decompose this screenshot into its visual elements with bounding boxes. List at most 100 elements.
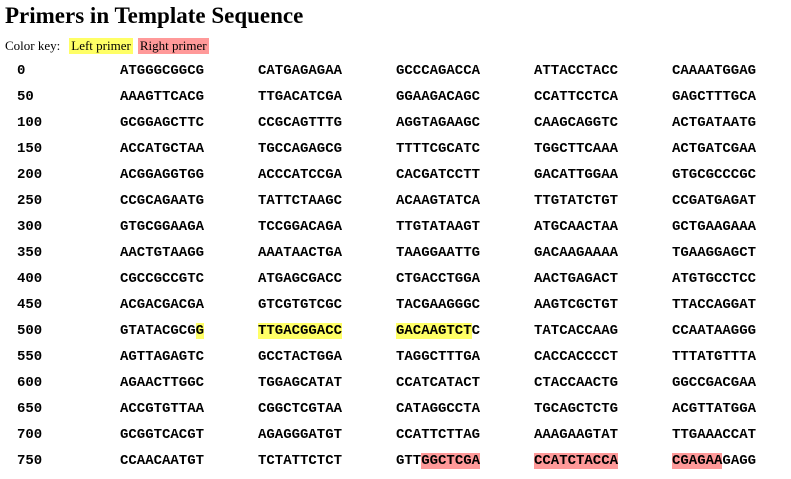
sequence-block-chunk: AACTGTAAGG [120, 245, 205, 261]
sequence-block-chunk: ACTGATAATG [672, 115, 757, 131]
sequence-block-chunk: GTGCGCCCGC [672, 167, 757, 183]
sequence-block-chunk: ACCCATCCGA [258, 167, 343, 183]
sequence-block-chunk: GGCCGACGAA [672, 375, 757, 391]
sequence-block-chunk: ATGCAACTAA [534, 219, 619, 235]
sequence-block-chunk: GCGGTCACGT [120, 427, 205, 443]
row-position-number: 0 [17, 63, 26, 79]
sequence-block-chunk: CACCACCCCT [534, 349, 619, 365]
sequence-block-chunk: CACGATCCTT [396, 167, 481, 183]
sequence-block-chunk: AAGTCGCTGT [534, 297, 619, 313]
sequence-block-chunk: TGCCAGAGCG [258, 141, 343, 157]
sequence-block-chunk: TACGAAGGGC [396, 297, 481, 313]
row-position-number: 50 [17, 89, 34, 105]
sequence-block-chunk: GCCCAGACCA [396, 63, 481, 79]
sequence-block-chunk: TAAGGAATTG [396, 245, 481, 261]
color-key-label: Color key: [5, 38, 61, 53]
sequence-block-chunk: CCGCAGTTTG [258, 115, 343, 131]
sequence-block-chunk: CCATTCCTCA [534, 89, 619, 105]
left-primer-key: Left primer [69, 38, 133, 54]
sequence-block-chunk: ATGTGCCTCC [672, 271, 757, 287]
sequence-block-chunk: TCCGGACAGA [258, 219, 343, 235]
sequence-block-chunk: CGAGAAGAGG [672, 453, 757, 469]
row-position-number: 300 [17, 219, 43, 235]
sequence-block-chunk: CAAAATGGAG [672, 63, 757, 79]
sequence-block-chunk: AAATAACTGA [258, 245, 343, 261]
primer-highlight: TTGACGGACC [258, 323, 343, 339]
sequence-block-chunk: GACATTGGAA [534, 167, 619, 183]
sequence-block-chunk: TAGGCTTTGA [396, 349, 481, 365]
sequence-block-chunk: ACTGATCGAA [672, 141, 757, 157]
primer-highlight: GGCTCGA [421, 453, 481, 469]
sequence-block-chunk: GTGCGGAAGA [120, 219, 205, 235]
row-position-number: 400 [17, 271, 43, 287]
sequence-block-chunk: AAAGAAGTAT [534, 427, 619, 443]
sequence-block-chunk: ACGACGACGA [120, 297, 205, 313]
primer-highlight-gap [342, 323, 396, 341]
sequence-block-chunk: TGGAGCATAT [258, 375, 343, 391]
primer-highlight-gap [618, 453, 672, 471]
primer-highlight: CCATCTACCA [534, 453, 619, 469]
sequence-block-chunk: CCGATGAGAT [672, 193, 757, 209]
sequence-block-chunk: CATAGGCCTA [396, 401, 481, 417]
sequence-block-chunk: AGTTAGAGTC [120, 349, 205, 365]
row-position-number: 450 [17, 297, 43, 313]
sequence-block-chunk: AACTGAGACT [534, 271, 619, 287]
sequence-block-chunk: TTGACATCGA [258, 89, 343, 105]
sequence-block-chunk: GCTGAAGAAA [672, 219, 757, 235]
sequence-block-chunk: AGAACTTGGC [120, 375, 205, 391]
sequence-block-chunk: TATCACCAAG [534, 323, 619, 339]
sequence-block-chunk: TTGTATAAGT [396, 219, 481, 235]
sequence-block-chunk: CTACCAACTG [534, 375, 619, 391]
primer-highlight-gap [480, 453, 534, 471]
row-position-number: 250 [17, 193, 43, 209]
sequence-block-chunk: GAGCTTTGCA [672, 89, 757, 105]
row-position-number: 750 [17, 453, 43, 469]
row-position-number: 650 [17, 401, 43, 417]
sequence-block-chunk: GTCGTGTCGC [258, 297, 343, 313]
sequence-block-chunk: GCGGAGCTTC [120, 115, 205, 131]
sequence-block-chunk: GACAAGTCTC [396, 323, 481, 339]
sequence-block-chunk: TTGACGGACC [258, 318, 343, 344]
sequence-block-chunk: GACAAGAAAA [534, 245, 619, 261]
sequence-block-chunk: TTTTCGCATC [396, 141, 481, 157]
sequence-block-chunk: ATGAGCGACC [258, 271, 343, 287]
primer-highlight: CGAGAA [672, 453, 723, 469]
sequence-block-chunk: TGGCTTCAAA [534, 141, 619, 157]
sequence-block-chunk: ATGGGCGGCG [120, 63, 205, 79]
primer-highlight-gap [204, 323, 258, 341]
row-position-number: 100 [17, 115, 43, 131]
sequence-block-chunk: ACCATGCTAA [120, 141, 205, 157]
sequence-block-chunk: ACAAGTATCA [396, 193, 481, 209]
sequence-block-chunk: TGCAGCTCTG [534, 401, 619, 417]
sequence-block-chunk: CGGCTCGTAA [258, 401, 343, 417]
sequence-block-chunk: CCAATAAGGG [672, 323, 757, 339]
sequence-block-chunk: CCGCAGAATG [120, 193, 205, 209]
sequence-block-chunk: TTACCAGGAT [672, 297, 757, 313]
row-position-number: 500 [17, 323, 43, 339]
sequence-block-chunk: CCAACAATGT [120, 453, 205, 469]
row-position-number: 550 [17, 349, 43, 365]
sequence-block-chunk: AGGTAGAAGC [396, 115, 481, 131]
sequence-block-chunk: TGAAGGAGCT [672, 245, 757, 261]
primer-highlight: GACAAGTCT [396, 323, 472, 339]
sequence-block-chunk: TATTCTAAGC [258, 193, 343, 209]
sequence-block-chunk: GCCTACTGGA [258, 349, 343, 365]
sequence-block-chunk: CCATCTACCA [534, 448, 619, 474]
sequence-block-chunk: CAAGCAGGTC [534, 115, 619, 131]
sequence-block-chunk: CATGAGAGAA [258, 63, 343, 79]
sequence-block-chunk: ATTACCTACC [534, 63, 619, 79]
row-position-number: 700 [17, 427, 43, 443]
sequence-block-chunk: GTATACGCGG [120, 323, 205, 339]
sequence-block-chunk: CCATCATACT [396, 375, 481, 391]
row-position-number: 350 [17, 245, 43, 261]
sequence-block-chunk: ACGTTATGGA [672, 401, 757, 417]
sequence-block-chunk: TTTATGTTTA [672, 349, 757, 365]
color-key: Color key: Left primer Right primer [5, 38, 214, 54]
row-position-number: 600 [17, 375, 43, 391]
sequence-block-chunk: CCATTCTTAG [396, 427, 481, 443]
sequence-block-chunk: CGCCGCCGTC [120, 271, 205, 287]
sequence-block-chunk: GTTGGCTCGA [396, 453, 481, 469]
sequence-block-chunk: TTGTATCTGT [534, 193, 619, 209]
sequence-block-chunk: ACGGAGGTGG [120, 167, 205, 183]
sequence-block-chunk: TTGAAACCAT [672, 427, 757, 443]
